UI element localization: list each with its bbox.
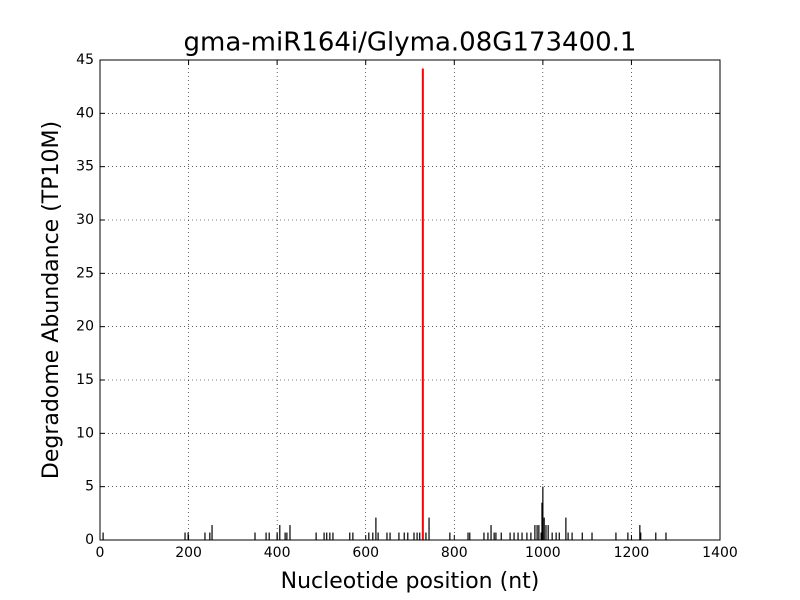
y-tick-label: 40 xyxy=(76,105,94,121)
plot-frame xyxy=(99,59,721,541)
y-tick-label: 5 xyxy=(85,479,94,495)
y-tick-label: 20 xyxy=(76,319,94,335)
y-tick-label: 35 xyxy=(76,159,94,175)
x-axis-label: Nucleotide position (nt) xyxy=(281,569,540,594)
x-tick-label: 1000 xyxy=(525,545,561,561)
y-tick-label: 25 xyxy=(76,265,94,281)
x-tick-label: 200 xyxy=(175,545,202,561)
y-tick-label: 15 xyxy=(76,372,94,388)
y-tick-label: 10 xyxy=(76,425,94,441)
x-tick-label: 600 xyxy=(352,545,379,561)
y-axis-label: Degradome Abundance (TP10M) xyxy=(39,121,64,479)
x-tick-label: 400 xyxy=(264,545,291,561)
y-tick-label: 30 xyxy=(76,212,94,228)
x-tick-label: 1200 xyxy=(614,545,650,561)
x-tick-label: 800 xyxy=(441,545,468,561)
y-tick-label: 45 xyxy=(76,52,94,68)
x-tick-label: 0 xyxy=(96,545,105,561)
x-tick-label: 1400 xyxy=(702,545,738,561)
chart-title: gma-miR164i/Glyma.08G173400.1 xyxy=(184,28,637,58)
y-tick-label: 0 xyxy=(85,532,94,548)
